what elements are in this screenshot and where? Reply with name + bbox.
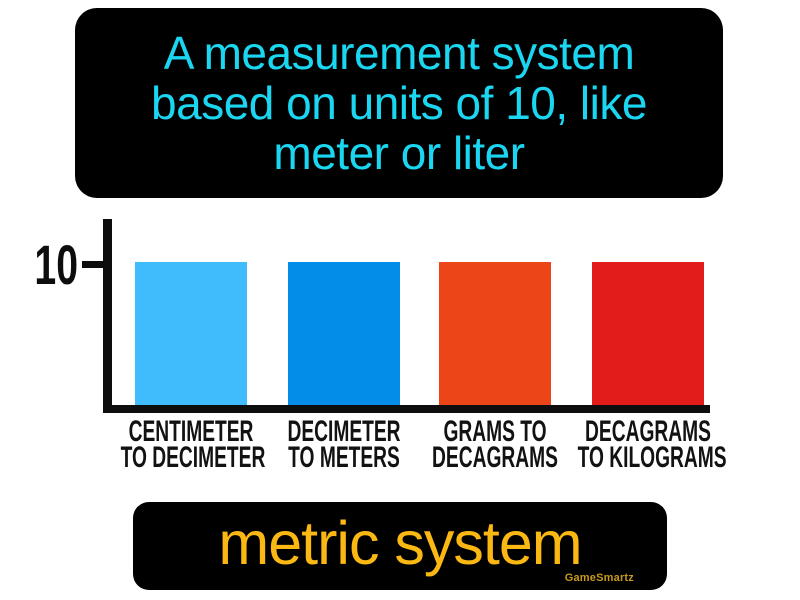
bar-label-line: TO DECIMETER	[120, 441, 266, 474]
bar-label-centimeter-to-decimeter: CENTIMETER TO DECIMETER	[120, 415, 266, 474]
bar-label-line: GRAMS TO	[443, 415, 547, 448]
definition-line-2: based on units of 10, like	[151, 77, 647, 129]
definition-line-3: meter or liter	[273, 127, 525, 179]
bar-grams-to-decagrams	[439, 262, 551, 405]
bar-label-decagrams-to-kilograms: DECAGRAMS TO KILOGRAMS	[577, 415, 727, 474]
definition-line-1: A measurement system	[163, 27, 635, 79]
definition-box: A measurement system based on units of 1…	[75, 8, 723, 198]
bar-label-grams-to-decagrams: GRAMS TO DECAGRAMS	[425, 415, 566, 474]
term-title: metric system	[218, 509, 582, 577]
x-axis-line	[103, 405, 710, 413]
term-box: metric system GameSmartz	[133, 502, 667, 590]
bar-decimeter-to-meters	[288, 262, 400, 405]
y-axis-line	[103, 219, 112, 413]
bar-centimeter-to-decimeter	[135, 262, 247, 405]
y-axis-tick-mark	[82, 261, 106, 268]
bar-label-line: DECAGRAMS	[432, 441, 558, 474]
watermark-logo: GameSmartz	[564, 572, 634, 584]
bar-label-line: DECAGRAMS	[585, 415, 711, 448]
y-axis-tick-label: 10	[34, 233, 78, 296]
bar-label-line: DECIMETER	[287, 415, 401, 448]
bar-decagrams-to-kilograms	[592, 262, 704, 405]
bar-label-decimeter-to-meters: DECIMETER TO METERS	[274, 415, 415, 474]
bar-label-line: TO METERS	[288, 441, 400, 474]
bar-label-line: TO KILOGRAMS	[577, 441, 727, 474]
bar-label-line: CENTIMETER	[128, 415, 254, 448]
